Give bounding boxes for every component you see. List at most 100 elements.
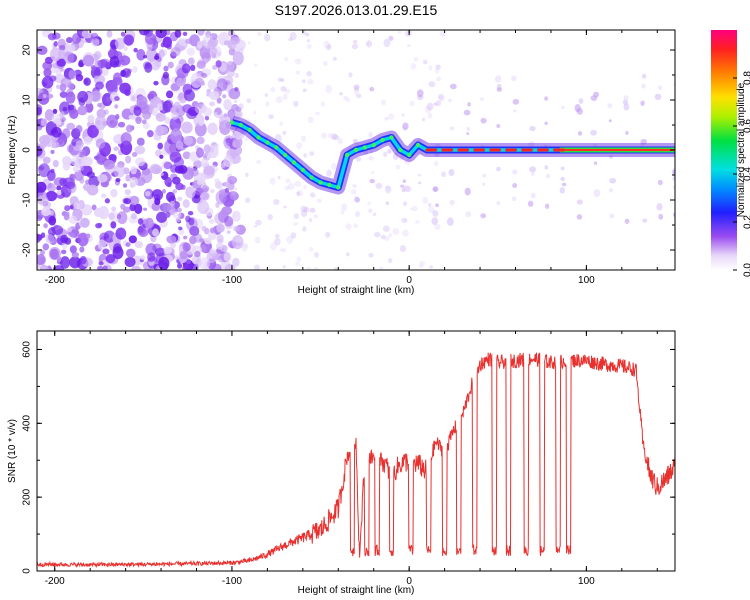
colorbar-tick-label: 0.2 [743, 215, 750, 229]
noise-blob [433, 102, 438, 106]
noise-blob [64, 205, 71, 212]
noise-blob [120, 132, 132, 146]
noise-blob [216, 234, 224, 243]
noise-blob [496, 166, 501, 172]
noise-blob [158, 50, 165, 58]
noise-blob [480, 97, 485, 101]
colorbar-tick-label: 0.0 [743, 263, 750, 277]
colorbar-label: Normalized spectral amplitude [736, 82, 747, 217]
noise-blob [55, 69, 62, 75]
noise-blob [223, 252, 232, 262]
noise-blob [79, 165, 84, 171]
noise-blob [69, 215, 78, 224]
noise-blob [195, 147, 204, 158]
noise-blob [124, 256, 136, 268]
noise-blob [43, 223, 48, 229]
noise-blob [576, 214, 583, 220]
noise-blob [380, 99, 387, 106]
y-tick-label: 0 [22, 147, 33, 153]
noise-blob [388, 257, 393, 264]
noise-blob [235, 49, 239, 53]
noise-blob [395, 164, 401, 170]
noise-blob [341, 203, 348, 211]
spectrogram-x-label: Height of straight line (km) [298, 285, 415, 296]
noise-blob [165, 90, 174, 99]
noise-blob [77, 105, 88, 116]
noise-blob [153, 80, 159, 86]
noise-blob [323, 40, 330, 49]
noise-blob [115, 227, 127, 240]
noise-blob [574, 104, 581, 113]
noise-blob [123, 34, 135, 46]
y-tick-label: -20 [22, 242, 33, 257]
noise-blob [642, 218, 648, 223]
noise-blob [511, 75, 517, 82]
noise-blob [512, 183, 518, 188]
spectrogram-noise [37, 30, 675, 270]
noise-blob [60, 249, 67, 255]
noise-blob [147, 93, 155, 100]
noise-blob [65, 211, 70, 217]
noise-blob [327, 43, 332, 49]
noise-blob [150, 164, 163, 175]
noise-blob [196, 179, 203, 186]
noise-blob [209, 227, 216, 234]
noise-blob [402, 122, 409, 131]
noise-blob [418, 261, 426, 267]
noise-blob [79, 177, 85, 184]
noise-blob [332, 134, 340, 141]
noise-blob [546, 173, 551, 179]
y-tick-label: -10 [22, 192, 33, 207]
ridge-point [398, 147, 403, 153]
noise-blob [496, 201, 501, 206]
noise-blob [172, 189, 178, 194]
noise-blob [233, 225, 241, 232]
noise-blob [194, 250, 201, 258]
noise-blob [37, 233, 42, 243]
noise-blob [232, 214, 236, 218]
noise-blob [78, 217, 91, 229]
noise-blob [231, 44, 236, 49]
ridge-point [309, 175, 314, 180]
noise-blob [174, 30, 182, 38]
noise-blob [37, 45, 48, 56]
noise-blob [222, 94, 227, 99]
noise-blob [137, 218, 144, 225]
noise-blob [422, 196, 429, 204]
noise-blob [135, 116, 142, 125]
noise-blob [170, 107, 177, 114]
noise-blob [306, 266, 311, 270]
noise-blob [111, 44, 117, 49]
noise-blob [282, 130, 287, 136]
noise-blob [203, 144, 211, 154]
noise-blob [237, 37, 242, 41]
noise-blob [254, 236, 261, 244]
noise-blob [435, 100, 442, 107]
noise-blob [561, 182, 567, 187]
noise-blob [37, 145, 43, 157]
noise-blob [303, 184, 308, 190]
noise-blob [310, 207, 316, 213]
noise-blob [209, 248, 215, 255]
noise-blob [69, 173, 76, 182]
noise-blob [86, 184, 99, 196]
noise-blob [399, 154, 405, 161]
noise-blob [370, 150, 374, 154]
noise-blob [214, 181, 223, 189]
noise-blob [224, 263, 236, 270]
noise-blob [437, 93, 445, 102]
noise-blob [280, 86, 287, 92]
noise-blob [163, 246, 173, 255]
noise-blob [223, 155, 234, 168]
noise-blob [195, 77, 204, 86]
noise-blob [199, 238, 204, 243]
noise-blob [439, 30, 446, 37]
noise-blob [225, 137, 233, 147]
noise-blob [382, 225, 390, 232]
noise-blob [327, 132, 333, 139]
noise-blob [302, 226, 307, 232]
noise-blob [66, 44, 76, 53]
noise-blob [415, 220, 420, 224]
noise-blob [86, 171, 95, 178]
noise-blob [42, 201, 52, 209]
